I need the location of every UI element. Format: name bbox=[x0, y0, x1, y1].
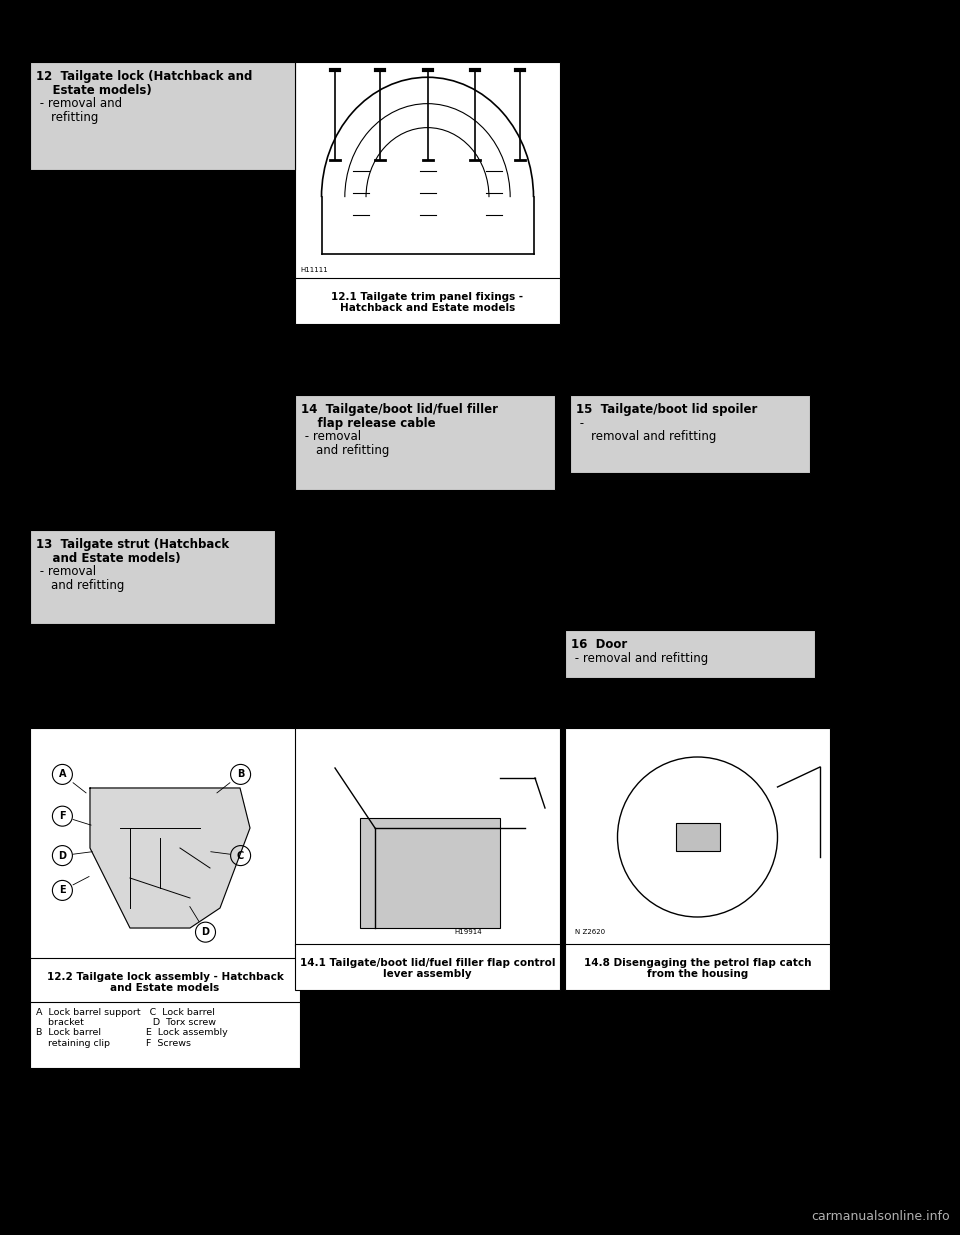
Text: C: C bbox=[237, 851, 244, 861]
Bar bbox=[30, 1002, 300, 1068]
Bar bbox=[565, 727, 830, 946]
Text: bracket                       D  Torx screw: bracket D Torx screw bbox=[36, 1018, 216, 1028]
Bar bbox=[295, 727, 560, 946]
Polygon shape bbox=[90, 788, 250, 927]
Text: D: D bbox=[202, 927, 209, 937]
Text: E: E bbox=[60, 885, 65, 895]
Bar bbox=[565, 630, 815, 678]
Text: - removal and refitting: - removal and refitting bbox=[571, 652, 708, 664]
Bar bbox=[30, 62, 295, 170]
Bar bbox=[565, 944, 830, 990]
Bar bbox=[30, 530, 275, 624]
Text: H19914: H19914 bbox=[454, 929, 482, 935]
Text: 15  Tailgate/boot lid spoiler: 15 Tailgate/boot lid spoiler bbox=[576, 403, 757, 416]
Text: B: B bbox=[237, 769, 244, 779]
Text: and refitting: and refitting bbox=[36, 579, 125, 592]
Text: Estate models): Estate models) bbox=[36, 84, 152, 96]
Text: 14  Tailgate/boot lid/fuel filler: 14 Tailgate/boot lid/fuel filler bbox=[301, 403, 498, 416]
Text: 12.2 Tailgate lock assembly - Hatchback: 12.2 Tailgate lock assembly - Hatchback bbox=[47, 972, 283, 982]
Text: flap release cable: flap release cable bbox=[301, 416, 436, 430]
Text: 14.8 Disengaging the petrol flap catch: 14.8 Disengaging the petrol flap catch bbox=[584, 958, 811, 968]
Bar bbox=[295, 62, 560, 280]
Text: A: A bbox=[59, 769, 66, 779]
Text: A  Lock barrel support   C  Lock barrel: A Lock barrel support C Lock barrel bbox=[36, 1008, 215, 1016]
Text: Hatchback and Estate models: Hatchback and Estate models bbox=[340, 303, 516, 312]
Text: F: F bbox=[60, 811, 65, 821]
Text: D: D bbox=[59, 851, 66, 861]
Bar bbox=[30, 958, 300, 1004]
Text: - removal: - removal bbox=[301, 430, 361, 443]
Bar bbox=[676, 823, 719, 851]
Text: and refitting: and refitting bbox=[301, 443, 390, 457]
Text: -: - bbox=[576, 416, 584, 430]
Text: 14.1 Tailgate/boot lid/fuel filler flap control: 14.1 Tailgate/boot lid/fuel filler flap … bbox=[300, 958, 555, 968]
Bar bbox=[570, 395, 810, 473]
Text: 12  Tailgate lock (Hatchback and: 12 Tailgate lock (Hatchback and bbox=[36, 70, 252, 83]
Bar bbox=[30, 727, 300, 960]
Bar bbox=[295, 395, 555, 490]
Text: H11111: H11111 bbox=[300, 267, 327, 273]
Text: - removal and: - removal and bbox=[36, 98, 122, 110]
Text: 13  Tailgate strut (Hatchback: 13 Tailgate strut (Hatchback bbox=[36, 538, 229, 551]
Text: - removal: - removal bbox=[36, 566, 96, 578]
Bar bbox=[295, 944, 560, 990]
Text: lever assembly: lever assembly bbox=[383, 969, 471, 979]
Text: from the housing: from the housing bbox=[647, 969, 748, 979]
Text: 12.1 Tailgate trim panel fixings -: 12.1 Tailgate trim panel fixings - bbox=[331, 291, 523, 301]
Bar bbox=[295, 278, 560, 324]
Text: refitting: refitting bbox=[36, 111, 98, 124]
Text: and Estate models: and Estate models bbox=[110, 983, 220, 993]
Text: carmanualsonline.info: carmanualsonline.info bbox=[811, 1210, 950, 1223]
Bar bbox=[360, 818, 500, 927]
Text: B  Lock barrel               E  Lock assembly: B Lock barrel E Lock assembly bbox=[36, 1029, 228, 1037]
Text: and Estate models): and Estate models) bbox=[36, 552, 180, 564]
Text: removal and refitting: removal and refitting bbox=[576, 430, 716, 443]
Text: 16  Door: 16 Door bbox=[571, 638, 627, 651]
Text: retaining clip            F  Screws: retaining clip F Screws bbox=[36, 1039, 191, 1047]
Text: N Z2620: N Z2620 bbox=[575, 929, 605, 935]
